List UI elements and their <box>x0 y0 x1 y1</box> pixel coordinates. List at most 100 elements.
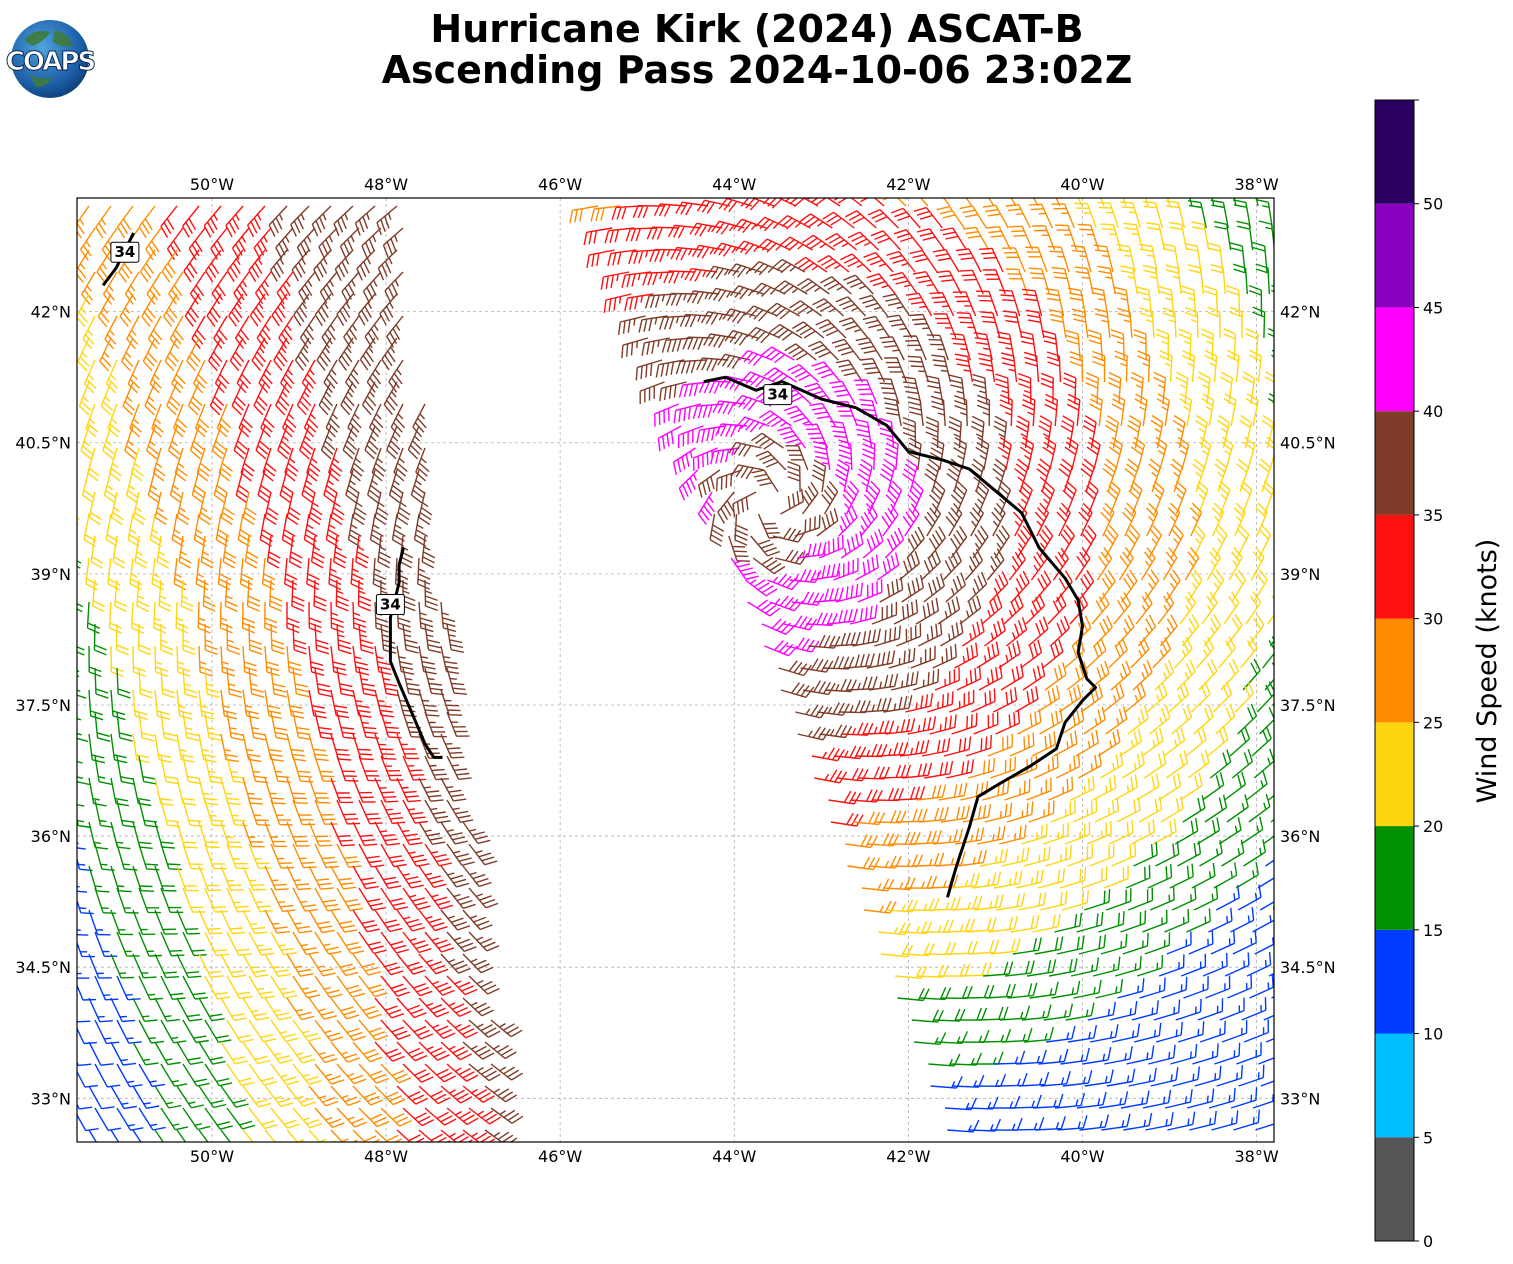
wind-barb <box>176 1041 204 1065</box>
wind-barb <box>883 877 916 891</box>
wind-barb <box>804 423 829 449</box>
wind-barb <box>226 755 247 784</box>
wind-barb <box>1248 793 1271 823</box>
wind-barb <box>1102 683 1125 713</box>
wind-barb <box>131 601 145 634</box>
wind-barb <box>879 458 896 493</box>
wind-barb <box>1115 614 1135 647</box>
colorbar-tick-label: 35 <box>1423 506 1443 525</box>
wind-barb <box>1015 415 1030 449</box>
wind-barb <box>1260 1080 1274 1087</box>
wind-barb <box>857 458 873 493</box>
wind-barb <box>176 821 198 849</box>
wind-barb <box>352 733 374 761</box>
wind-barb <box>198 865 222 891</box>
wind-barb <box>270 667 287 698</box>
wind-barb <box>817 702 850 716</box>
lon-tick-label-top: 50°W <box>190 175 234 194</box>
lat-tick-label-left: 36°N <box>31 827 71 846</box>
wind-barb <box>1186 908 1211 933</box>
wind-barb <box>1212 681 1233 713</box>
wind-barb <box>1148 458 1161 493</box>
wind-barb <box>1105 888 1132 911</box>
wind-barb <box>862 528 884 559</box>
wind-barb <box>160 711 178 742</box>
wind-barb <box>1008 547 1026 581</box>
wind-barb <box>948 374 966 405</box>
wind-barb <box>1034 936 1064 955</box>
wind-barb <box>1264 371 1274 405</box>
wind-barb <box>1033 570 1052 603</box>
wind-barb <box>306 557 320 591</box>
wind-barb <box>292 667 310 698</box>
wind-barb <box>831 338 861 361</box>
wind-barb <box>1178 328 1192 361</box>
wind-barb <box>744 579 778 597</box>
wind-barb <box>1076 1092 1107 1109</box>
wind-barb <box>1049 615 1070 647</box>
wind-barb <box>901 376 922 405</box>
wind-barb <box>110 491 124 526</box>
wind-barb <box>204 755 224 784</box>
wind-barb <box>1026 959 1057 977</box>
wind-barb <box>751 432 784 450</box>
wind-barb <box>811 747 845 762</box>
wind-barb <box>1082 415 1097 449</box>
wind-barb <box>446 975 478 996</box>
wind-barb <box>787 363 819 383</box>
wind-barb <box>956 665 982 691</box>
wind-barb <box>735 240 769 255</box>
wind-barb <box>418 1085 451 1105</box>
wind-barb <box>235 469 250 504</box>
wind-barb <box>1018 480 1033 515</box>
wind-barb <box>132 909 156 935</box>
wind-barb <box>771 258 806 274</box>
wind-barb <box>1086 638 1107 669</box>
wind-barb <box>174 447 188 482</box>
wind-barb <box>982 204 1009 229</box>
wind-barb <box>110 1085 137 1110</box>
wind-barb <box>913 852 945 867</box>
wind-barb <box>1005 204 1031 229</box>
wind-barb <box>975 437 990 471</box>
wind-barb <box>590 205 621 222</box>
wind-barb <box>1180 772 1203 801</box>
wind-barb <box>277 425 292 460</box>
wind-barb <box>881 503 899 537</box>
wind-barb <box>885 718 916 735</box>
wind-barb <box>352 821 378 847</box>
lon-tick-label-top: 40°W <box>1060 175 1104 194</box>
wind-barb <box>872 787 905 802</box>
wind-barb <box>1233 1109 1260 1131</box>
wind-barb <box>388 359 404 393</box>
wind-barb <box>738 349 773 367</box>
wind-barb <box>968 757 996 779</box>
wind-barb <box>264 491 279 526</box>
wind-barb <box>1161 243 1180 273</box>
wind-barb <box>1093 615 1113 647</box>
wind-barb <box>1116 244 1136 273</box>
wind-barb <box>77 717 82 721</box>
wind-barb <box>62 514 74 546</box>
wind-barb <box>1012 937 1042 955</box>
wind-barb <box>132 997 158 1022</box>
wind-barb <box>413 513 428 547</box>
wind-barb <box>189 271 206 305</box>
wind-barb <box>198 953 224 978</box>
wind-barb <box>396 601 412 633</box>
wind-barb <box>802 234 835 251</box>
wind-barb <box>226 1107 256 1130</box>
wind-barb <box>286 997 315 1021</box>
wind-barb <box>1231 748 1254 779</box>
wind-barb <box>866 650 896 669</box>
wind-barb <box>716 469 743 492</box>
wind-barb <box>946 759 975 779</box>
wind-barb <box>999 824 1027 845</box>
wind-barb <box>81 469 95 504</box>
lon-tick-label-bottom: 46°W <box>538 1147 582 1166</box>
wind-barb <box>977 825 1006 845</box>
wind-barb <box>374 953 404 976</box>
wind-barb <box>220 909 246 935</box>
wind-barb <box>93 623 107 656</box>
wind-barb <box>949 689 975 713</box>
